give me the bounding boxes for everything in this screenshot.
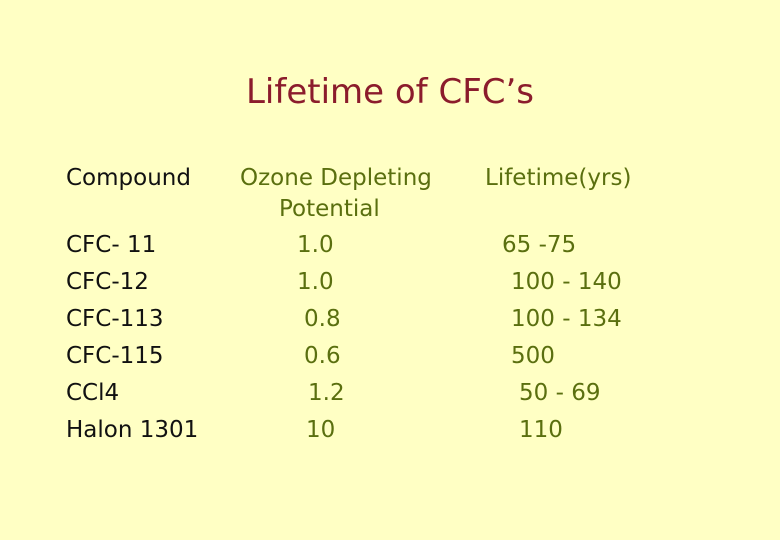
- lifetime-cell: 100 - 140: [511, 269, 622, 295]
- header-compound: Compound: [66, 165, 191, 191]
- header-odp-line2: Potential: [279, 196, 380, 222]
- lifetime-cell: 110: [519, 417, 563, 443]
- compound-cell: Halon 1301: [66, 417, 199, 443]
- lifetime-cell: 50 - 69: [519, 380, 601, 406]
- compound-cell: CCl4: [66, 380, 120, 406]
- compound-cell: CFC-113: [66, 306, 164, 332]
- odp-cell: 0.8: [304, 306, 341, 332]
- odp-cell: 10: [306, 417, 336, 443]
- lifetime-cell: 65 -75: [502, 232, 577, 258]
- odp-cell: 1.2: [308, 380, 345, 406]
- header-lifetime: Lifetime(yrs): [485, 165, 632, 191]
- compound-cell: CFC-12: [66, 269, 149, 295]
- lifetime-cell: 100 - 134: [511, 306, 622, 332]
- header-odp-line1: Ozone Depleting: [240, 165, 432, 191]
- odp-cell: 0.6: [304, 343, 341, 369]
- compound-cell: CFC- 11: [66, 232, 157, 258]
- lifetime-cell: 500: [511, 343, 555, 369]
- slide-title: Lifetime of CFC’s: [245, 72, 535, 112]
- odp-cell: 1.0: [297, 269, 334, 295]
- odp-cell: 1.0: [297, 232, 334, 258]
- compound-cell: CFC-115: [66, 343, 164, 369]
